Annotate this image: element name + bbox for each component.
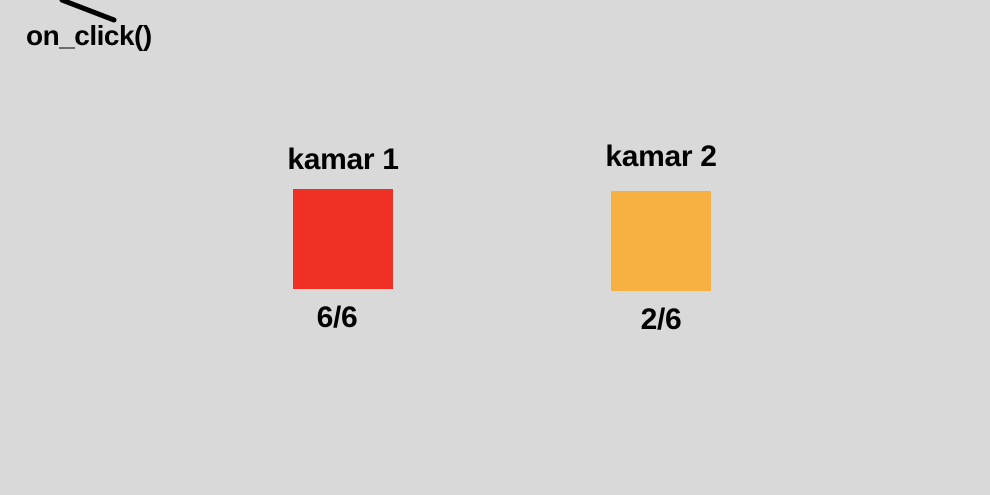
room-occupancy: 6/6: [316, 301, 358, 334]
room-title: kamar 1: [287, 143, 399, 176]
room-status-square[interactable]: [611, 191, 711, 291]
on-click-label: on_click(): [26, 20, 152, 51]
room-title: kamar 2: [605, 140, 717, 173]
pointer-line: [59, 0, 117, 23]
room-kamar-1[interactable]: kamar 1 6/6: [243, 145, 443, 333]
room-status-square[interactable]: [293, 189, 393, 289]
room-occupancy: 2/6: [640, 303, 682, 336]
room-kamar-2[interactable]: kamar 2 2/6: [561, 142, 761, 335]
